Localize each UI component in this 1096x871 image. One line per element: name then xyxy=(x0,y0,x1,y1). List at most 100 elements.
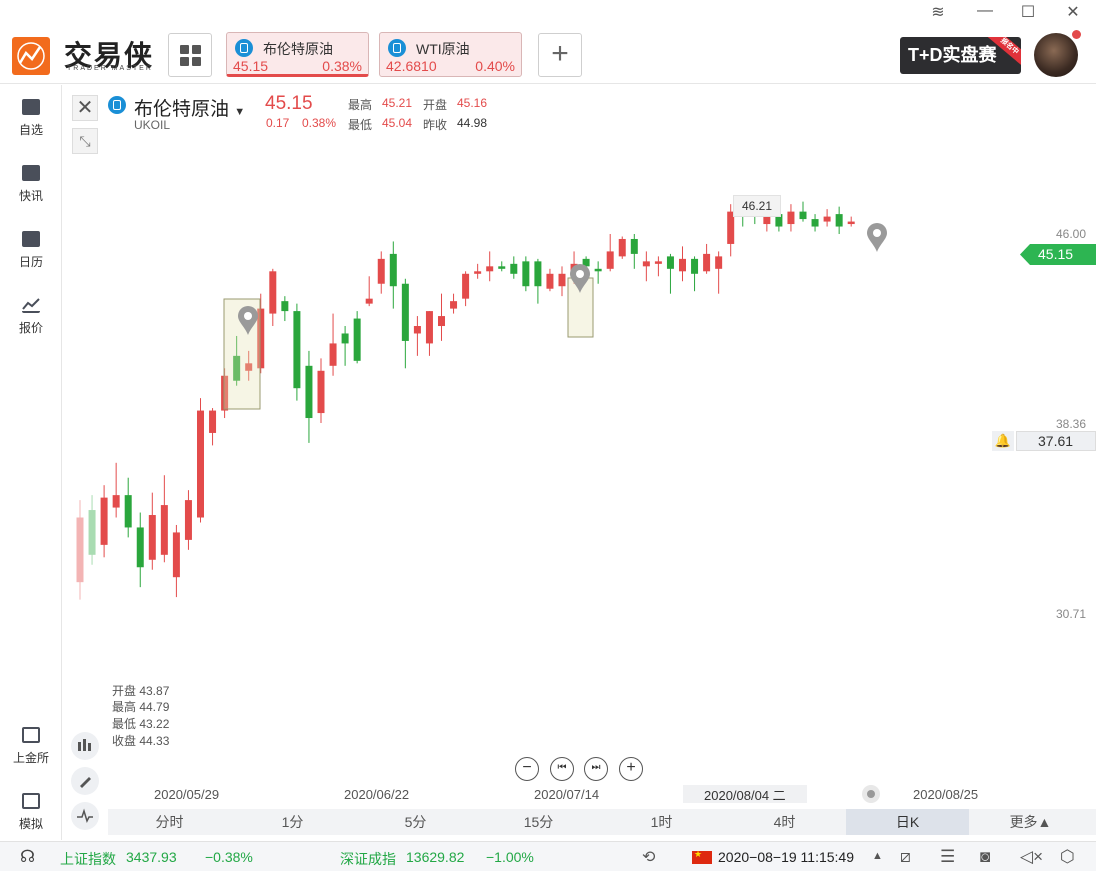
candle-body xyxy=(281,301,289,312)
maximize-icon[interactable]: ☐ xyxy=(1020,4,1036,21)
promo-banner[interactable]: T+D实盘赛 报名中 xyxy=(900,37,1021,74)
tab-brent[interactable]: 布伦特原油 45.15 0.38% xyxy=(226,32,369,77)
camera-icon[interactable]: ◙ xyxy=(980,847,991,866)
zoom-in-button[interactable]: + xyxy=(619,757,643,781)
sidebar-item-calendar[interactable]: 日历 xyxy=(0,231,62,270)
price-axis-label: 46.00 xyxy=(1056,227,1087,241)
bookmark-plus-icon xyxy=(22,99,40,115)
low-label: 最低 xyxy=(348,118,373,132)
current-price-tag: 45.15 xyxy=(1020,244,1096,265)
tab-wti[interactable]: WTI原油 42.6810 0.40% xyxy=(379,32,522,77)
title-bar: ≋ — ☐ ✕ 交易侠 TRADER MASTER 布伦特原油 45.15 0.… xyxy=(0,0,1096,84)
tab-timeframe-15m[interactable]: 15分 xyxy=(523,814,554,830)
candle-body xyxy=(413,326,421,334)
sidebar-item-quotes[interactable]: 报价 xyxy=(0,297,62,336)
map-pin-icon[interactable] xyxy=(867,223,887,252)
symbol-icon xyxy=(108,96,126,114)
candle-body xyxy=(353,318,361,361)
open-value: 45.16 xyxy=(457,96,488,110)
app-logo-text: 交易侠 xyxy=(64,39,155,72)
list-icon xyxy=(22,165,40,181)
network-icon[interactable]: ⟲ xyxy=(642,849,656,866)
tab-timeframe-4h[interactable]: 4时 xyxy=(773,814,796,830)
candle-body xyxy=(691,258,699,274)
candle-body xyxy=(510,263,518,274)
layout-grid-button[interactable] xyxy=(168,33,212,77)
notification-dot xyxy=(1072,30,1081,39)
quote-code: UKOIL xyxy=(134,118,171,132)
menu-list-icon[interactable]: ☰ xyxy=(940,847,956,866)
add-tab-button[interactable]: + xyxy=(538,33,582,77)
sidebar-item-news[interactable]: 快讯 xyxy=(0,165,62,204)
candle-body xyxy=(172,532,180,578)
caret-up-icon[interactable]: ▲ xyxy=(872,850,883,862)
indicator-icon[interactable] xyxy=(71,802,99,830)
close-window-icon[interactable]: ✕ xyxy=(1066,4,1080,21)
tab-price: 45.15 xyxy=(233,58,269,74)
index1-name[interactable]: 上证指数 xyxy=(60,851,116,867)
tab-timeframe-5m[interactable]: 5分 xyxy=(404,814,427,830)
price-axis-label: 38.36 xyxy=(1056,417,1087,431)
map-pin-icon[interactable] xyxy=(238,306,258,335)
china-flag-icon: ★ xyxy=(692,849,712,864)
minimize-icon[interactable]: — xyxy=(977,2,993,19)
candlestick-chart[interactable] xyxy=(62,140,1096,780)
candle-body xyxy=(679,258,686,272)
first-page-button[interactable]: ⏮ xyxy=(550,757,574,781)
mute-icon[interactable]: ◁× xyxy=(1020,847,1044,866)
candle-style-icon[interactable] xyxy=(71,732,99,760)
sidebar-item-watchlist[interactable]: 自选 xyxy=(0,99,62,138)
bell-icon[interactable]: 🔔 xyxy=(992,431,1014,451)
candle-body xyxy=(787,211,795,225)
candle-body xyxy=(835,214,843,227)
candle-body xyxy=(245,363,253,371)
tab-timeframe-tick[interactable]: 分时 xyxy=(155,814,184,830)
sidebar-item-sge[interactable]: 上金所 xyxy=(0,727,62,766)
price-axis-label: 30.71 xyxy=(1056,607,1087,621)
x-axis-cursor-label: 2020/08/04 二 xyxy=(683,785,807,803)
promo-label: T+D实盘赛 xyxy=(908,45,997,65)
sge-icon xyxy=(22,727,40,743)
collapse-icon[interactable]: ⤡ xyxy=(72,128,98,154)
candle-body xyxy=(341,333,349,344)
realtime-dot-icon[interactable] xyxy=(862,785,880,803)
max-price-marker: 46.21 xyxy=(733,195,781,217)
settings-icon[interactable]: ⬡ xyxy=(1060,847,1075,866)
hide-chart-icon[interactable]: ⧄ xyxy=(900,847,911,866)
candle-body xyxy=(329,343,337,366)
tab-timeframe-daily[interactable]: 日K xyxy=(846,809,969,835)
sidebar: 自选 快讯 日历 报价 上金所 模拟 xyxy=(0,85,62,840)
tab-timeframe-more[interactable]: 更多▲ xyxy=(1009,814,1052,830)
zoom-out-button[interactable]: − xyxy=(515,757,539,781)
candle-body xyxy=(799,211,807,220)
prev-close-label: 昨收 xyxy=(423,118,448,132)
last-page-button[interactable]: ⏭ xyxy=(584,757,608,781)
high-value: 45.21 xyxy=(382,96,413,110)
candle-body xyxy=(847,221,855,225)
sidebar-item-simulate[interactable]: 模拟 xyxy=(0,793,62,832)
symbol-icon xyxy=(235,39,253,57)
wallet-icon xyxy=(22,793,40,809)
quote-name[interactable]: 布伦特原油 ▼ xyxy=(134,94,245,121)
candle-body xyxy=(269,271,277,314)
avatar[interactable] xyxy=(1034,33,1078,77)
candle-body xyxy=(642,261,650,267)
map-pin-icon[interactable] xyxy=(570,264,590,293)
status-bar: ☊ 上证指数 3437.93 −0.38% 深证成指 13629.82 −1.0… xyxy=(0,841,1096,871)
candle-body xyxy=(305,365,313,419)
headset-icon[interactable]: ☊ xyxy=(20,847,36,866)
candle-body xyxy=(184,500,192,540)
candle-body xyxy=(197,410,204,518)
candle-body xyxy=(811,219,819,227)
index2-name[interactable]: 深证成指 xyxy=(340,851,396,867)
datetime: 2020−08−19 11:15:49 xyxy=(718,849,854,865)
layers-icon[interactable]: ≋ xyxy=(931,4,945,21)
draw-pen-icon[interactable] xyxy=(71,767,99,795)
tab-timeframe-1m[interactable]: 1分 xyxy=(281,814,304,830)
tab-timeframe-1h[interactable]: 1时 xyxy=(650,814,673,830)
candle-body xyxy=(606,251,614,269)
cursor-high: 最高 44.79 xyxy=(112,700,170,714)
symbol-icon xyxy=(388,39,406,57)
close-chart-button[interactable]: ✕ xyxy=(72,95,98,121)
tab-pct: 0.40% xyxy=(475,58,515,74)
